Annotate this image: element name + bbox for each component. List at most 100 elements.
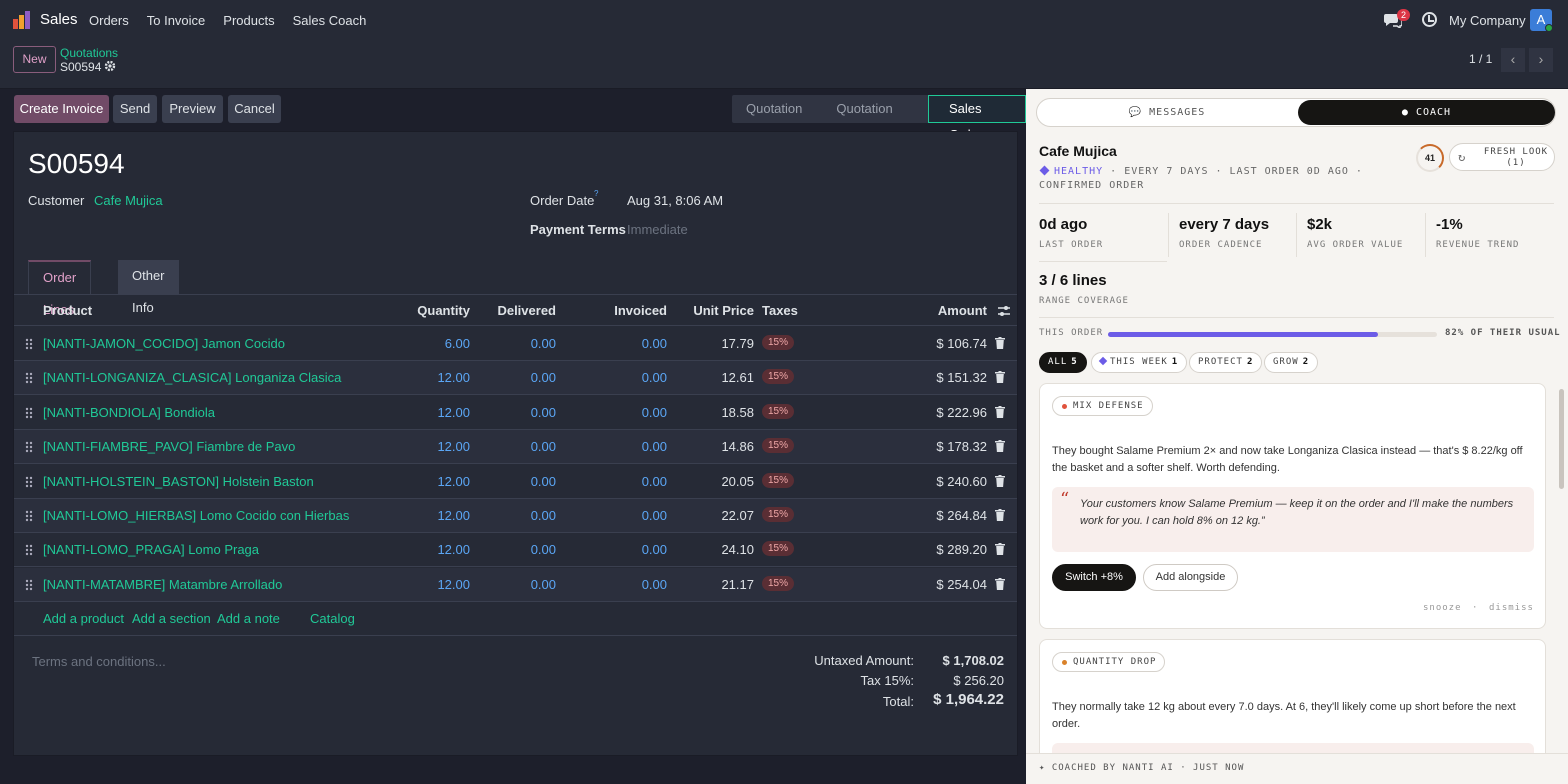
order-date-field[interactable]: Aug 31, 8:06 AM: [627, 193, 723, 208]
line-product[interactable]: [NANTI-LOMO_PRAGA] Lomo Praga: [43, 542, 259, 557]
filter-grow[interactable]: GROW 2: [1264, 352, 1318, 373]
cancel-button[interactable]: Cancel: [228, 95, 281, 123]
line-delivered[interactable]: 0.00: [476, 508, 556, 523]
table-row[interactable]: [NANTI-BONDIOLA] Bondiola 12.00 0.00 0.00 18…: [14, 396, 1017, 430]
menu-products[interactable]: Products: [223, 13, 274, 28]
line-unit-price[interactable]: 17.79: [674, 336, 754, 351]
line-delivered[interactable]: 0.00: [476, 474, 556, 489]
line-quantity[interactable]: 12.00: [400, 542, 470, 557]
line-unit-price[interactable]: 12.61: [674, 370, 754, 385]
preview-button[interactable]: Preview: [162, 95, 223, 123]
table-row[interactable]: [NANTI-LOMO_PRAGA] Lomo Praga 12.00 0.00 0.…: [14, 533, 1017, 567]
trash-icon[interactable]: [995, 475, 1005, 487]
trash-icon[interactable]: [995, 543, 1005, 555]
customer-field[interactable]: Cafe Mujica: [94, 193, 163, 208]
tab-order-lines[interactable]: Order Lines: [28, 260, 91, 294]
line-quantity[interactable]: 12.00: [400, 577, 470, 592]
column-settings-icon[interactable]: [997, 304, 1011, 318]
table-row[interactable]: [NANTI-FIAMBRE_PAVO] Fiambre de Pavo 12.0…: [14, 430, 1017, 464]
col-taxes[interactable]: Taxes: [762, 303, 798, 318]
trash-icon[interactable]: [995, 371, 1005, 383]
activity-clock-icon[interactable]: [1422, 12, 1437, 27]
switch-button[interactable]: Switch +8%: [1052, 564, 1136, 591]
line-unit-price[interactable]: 24.10: [674, 542, 754, 557]
drag-handle-icon[interactable]: [25, 579, 33, 591]
menu-to-invoice[interactable]: To Invoice: [147, 13, 206, 28]
line-quantity[interactable]: 12.00: [400, 439, 470, 454]
trash-icon[interactable]: [995, 406, 1005, 418]
table-row[interactable]: [NANTI-MATAMBRE] Matambre Arrollado 12.00…: [14, 568, 1017, 602]
help-icon[interactable]: ?: [594, 189, 598, 198]
tab-other-info[interactable]: Other Info: [118, 260, 179, 294]
pager-next-button[interactable]: ›: [1529, 48, 1553, 72]
col-unit-price[interactable]: Unit Price: [674, 303, 754, 318]
line-product[interactable]: [NANTI-MATAMBRE] Matambre Arrollado: [43, 577, 282, 592]
fresh-look-button[interactable]: ↻ FRESH LOOK (1): [1449, 143, 1555, 171]
add-note-link[interactable]: Add a note: [217, 611, 280, 626]
tax-badge[interactable]: 15%: [762, 541, 794, 556]
tax-badge[interactable]: 15%: [762, 369, 794, 384]
trash-icon[interactable]: [995, 578, 1005, 590]
line-quantity[interactable]: 12.00: [400, 405, 470, 420]
trash-icon[interactable]: [995, 509, 1005, 521]
filter-protect[interactable]: PROTECT 2: [1189, 352, 1262, 373]
filter-this-week[interactable]: THIS WEEK 1: [1091, 352, 1187, 373]
line-unit-price[interactable]: 18.58: [674, 405, 754, 420]
line-product[interactable]: [NANTI-HOLSTEIN_BASTON] Holstein Baston: [43, 474, 314, 489]
tax-badge[interactable]: 15%: [762, 335, 794, 350]
menu-orders[interactable]: Orders: [89, 13, 129, 28]
col-delivered[interactable]: Delivered: [476, 303, 556, 318]
drag-handle-icon[interactable]: [25, 407, 33, 419]
stage-quotation[interactable]: Quotation: [732, 95, 816, 123]
drag-handle-icon[interactable]: [25, 338, 33, 350]
sales-app-icon[interactable]: [12, 10, 32, 30]
coach-scrollbar[interactable]: [1559, 389, 1564, 489]
table-row[interactable]: [NANTI-HOLSTEIN_BASTON] Holstein Baston 1…: [14, 465, 1017, 499]
line-product[interactable]: [NANTI-LOMO_HIERBAS] Lomo Cocido con Hie…: [43, 508, 349, 523]
terms-conditions-input[interactable]: Terms and conditions...: [32, 654, 166, 669]
stage-quotation-sent[interactable]: Quotation Sent: [816, 95, 928, 123]
create-invoice-button[interactable]: Create Invoice: [14, 95, 109, 123]
col-quantity[interactable]: Quantity: [400, 303, 470, 318]
tab-messages[interactable]: 💬 MESSAGES: [1037, 99, 1297, 126]
catalog-link[interactable]: Catalog: [310, 611, 355, 626]
col-amount[interactable]: Amount: [894, 303, 987, 318]
line-unit-price[interactable]: 20.05: [674, 474, 754, 489]
tax-badge[interactable]: 15%: [762, 438, 794, 453]
breadcrumb-quotations[interactable]: Quotations: [60, 46, 118, 60]
new-button[interactable]: New: [13, 46, 56, 73]
add-alongside-button[interactable]: Add alongside: [1143, 564, 1238, 591]
line-quantity[interactable]: 12.00: [400, 474, 470, 489]
trash-icon[interactable]: [995, 440, 1005, 452]
table-row[interactable]: [NANTI-JAMON_COCIDO] Jamon Cocido 6.00 0.0…: [14, 327, 1017, 361]
line-quantity[interactable]: 12.00: [400, 508, 470, 523]
tax-badge[interactable]: 15%: [762, 404, 794, 419]
line-delivered[interactable]: 0.00: [476, 542, 556, 557]
filter-all[interactable]: ALL 5: [1039, 352, 1087, 373]
line-delivered[interactable]: 0.00: [476, 370, 556, 385]
col-product[interactable]: Product: [43, 303, 92, 318]
line-delivered[interactable]: 0.00: [476, 336, 556, 351]
tax-badge[interactable]: 15%: [762, 576, 794, 591]
line-delivered[interactable]: 0.00: [476, 405, 556, 420]
line-product[interactable]: [NANTI-BONDIOLA] Bondiola: [43, 405, 215, 420]
drag-handle-icon[interactable]: [25, 510, 33, 522]
drag-handle-icon[interactable]: [25, 441, 33, 453]
pager-previous-button[interactable]: ‹: [1501, 48, 1525, 72]
drag-handle-icon[interactable]: [25, 372, 33, 384]
line-quantity[interactable]: 6.00: [400, 336, 470, 351]
gear-icon[interactable]: [104, 60, 116, 72]
tax-badge[interactable]: 15%: [762, 473, 794, 488]
line-unit-price[interactable]: 22.07: [674, 508, 754, 523]
line-unit-price[interactable]: 14.86: [674, 439, 754, 454]
line-product[interactable]: [NANTI-JAMON_COCIDO] Jamon Cocido: [43, 336, 285, 351]
drag-handle-icon[interactable]: [25, 544, 33, 556]
line-unit-price[interactable]: 21.17: [674, 577, 754, 592]
company-switcher[interactable]: My Company: [1449, 13, 1526, 28]
trash-icon[interactable]: [995, 337, 1005, 349]
stage-sales-order[interactable]: Sales Order: [928, 95, 1026, 123]
send-button[interactable]: Send: [113, 95, 157, 123]
payment-terms-field[interactable]: Immediate: [627, 222, 688, 237]
add-section-link[interactable]: Add a section: [132, 611, 211, 626]
tax-badge[interactable]: 15%: [762, 507, 794, 522]
